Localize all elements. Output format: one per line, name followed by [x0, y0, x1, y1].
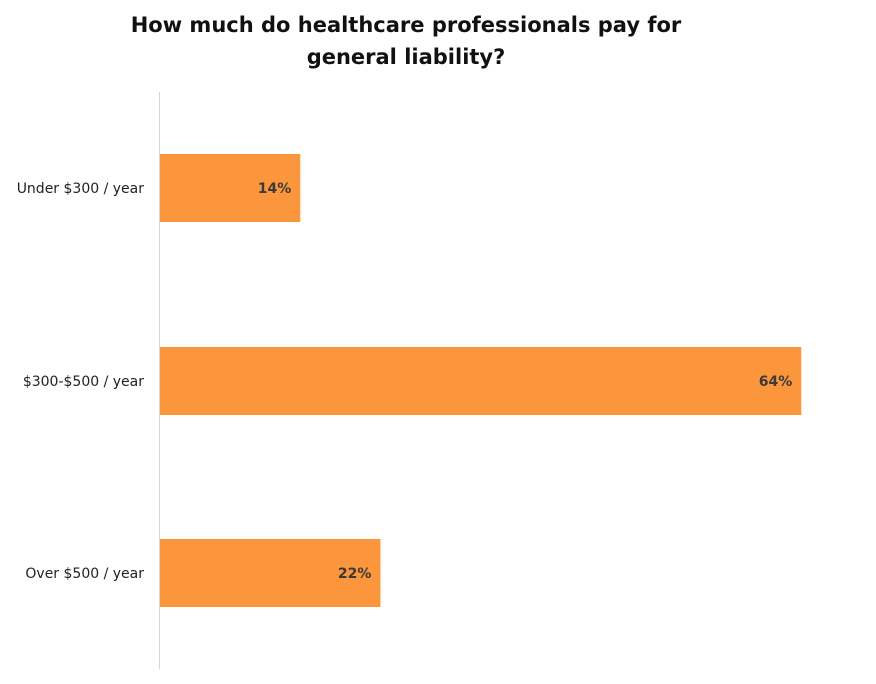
data-label-1: 64%: [759, 374, 793, 390]
bars-group: [160, 154, 802, 607]
category-label-1: $300-$500 / year: [23, 374, 144, 390]
category-label-0: Under $300 / year: [17, 181, 145, 197]
data-label-2: 22%: [338, 566, 372, 582]
bar-0: [160, 154, 301, 222]
category-label-2: Over $500 / year: [25, 566, 144, 582]
bar-2: [160, 539, 381, 607]
category-labels-group: Under $300 / year $300-$500 / year Over $5…: [17, 181, 145, 582]
bar-1: [160, 347, 802, 415]
data-label-0: 14%: [258, 181, 292, 197]
chart-title-line-2: general liability?: [306, 45, 506, 69]
data-labels-group: 14% 64% 22%: [258, 181, 793, 582]
chart-title-line-1: How much do healthcare professionals pay…: [130, 13, 682, 37]
chart-title: How much do healthcare professionals pay…: [96, 9, 716, 73]
